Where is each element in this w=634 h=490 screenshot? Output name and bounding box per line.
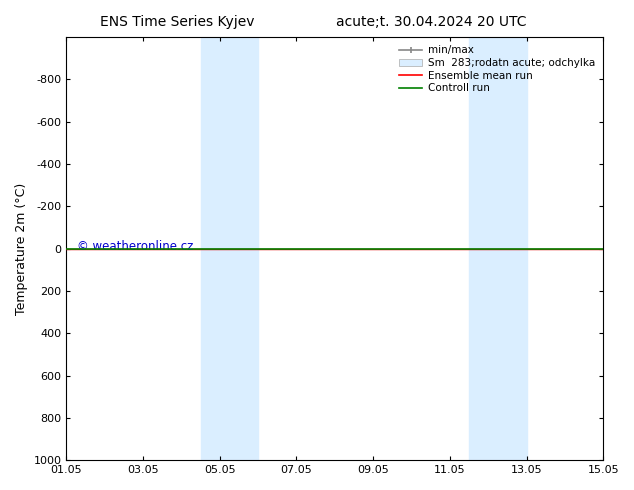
Bar xyxy=(200,37,258,460)
Y-axis label: Temperature 2m (°C): Temperature 2m (°C) xyxy=(15,182,28,315)
Text: © weatheronline.cz: © weatheronline.cz xyxy=(77,240,193,253)
Text: ENS Time Series Kyjev: ENS Time Series Kyjev xyxy=(100,15,255,29)
Bar xyxy=(469,37,526,460)
Text: acute;t. 30.04.2024 20 UTC: acute;t. 30.04.2024 20 UTC xyxy=(336,15,526,29)
Legend: min/max, Sm  283;rodatn acute; odchylka, Ensemble mean run, Controll run: min/max, Sm 283;rodatn acute; odchylka, … xyxy=(396,42,598,97)
